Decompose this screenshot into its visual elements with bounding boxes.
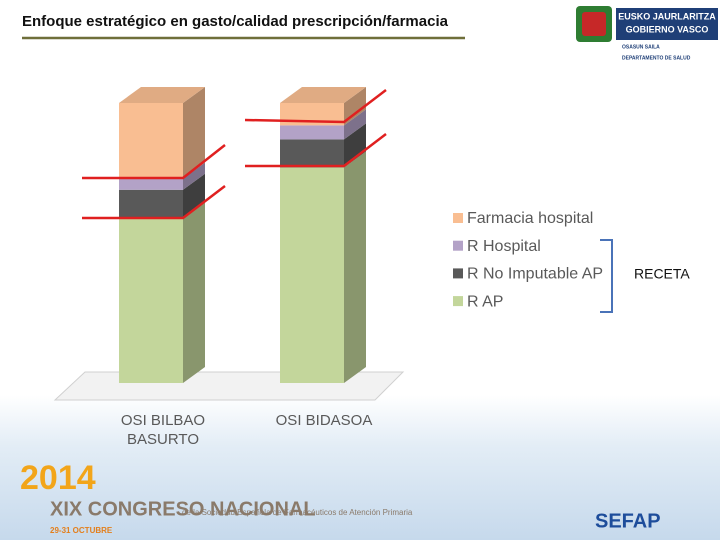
congress-year: 2014 bbox=[20, 459, 96, 497]
legend-swatch bbox=[453, 213, 463, 223]
congress-name: XIX CONGRESO NACIONAL bbox=[50, 498, 316, 520]
bar-side bbox=[183, 87, 205, 179]
legend-swatch bbox=[453, 268, 463, 279]
x-tick-label: OSI BIDASOA bbox=[275, 412, 373, 429]
logo-box bbox=[616, 8, 718, 40]
bar-side bbox=[183, 173, 205, 218]
legend: R AP R No Imputable AP R Hospital Farmacia … bbox=[453, 210, 603, 310]
bar-side bbox=[344, 87, 366, 126]
bar-side bbox=[183, 201, 205, 383]
legend-label: R AP bbox=[467, 293, 503, 310]
bar-side bbox=[344, 151, 366, 383]
annotation-line bbox=[82, 144, 226, 180]
x-tick-label: OSI BILBAO BASURTO bbox=[120, 412, 206, 448]
annotation-text: RECETA bbox=[634, 266, 690, 282]
annotation-line bbox=[82, 185, 226, 220]
dept-text: OSASUN SAILA bbox=[622, 44, 660, 50]
bar-segment bbox=[119, 189, 183, 218]
bar-segment bbox=[119, 217, 183, 383]
bar-segment bbox=[280, 125, 344, 140]
dept-text: DEPARTAMENTO DE SALUD bbox=[622, 55, 691, 61]
annotation-line bbox=[244, 89, 387, 124]
bar-segment bbox=[119, 103, 183, 179]
bar-top bbox=[119, 87, 205, 103]
congress-sub: de la Sociedad Española de Farmacéuticos… bbox=[182, 508, 413, 517]
bar-segment bbox=[280, 139, 344, 168]
bars bbox=[119, 87, 366, 383]
bar-top bbox=[280, 87, 366, 103]
bar-segment bbox=[280, 167, 344, 383]
slide-title: Enfoque estratégico en gasto/calidad pre… bbox=[22, 13, 449, 30]
legend-label: R Hospital bbox=[467, 238, 541, 255]
bracket bbox=[600, 239, 613, 313]
logo-text: GOBIERNO VASCO bbox=[626, 24, 709, 34]
congress-dates: 29-31 OCTUBRE bbox=[50, 526, 113, 535]
bar-side bbox=[344, 123, 366, 168]
bar-side bbox=[183, 162, 205, 190]
logo-text: EUSKO JAURLARITZA bbox=[618, 11, 716, 21]
legend-label: R No Imputable AP bbox=[467, 266, 603, 283]
bar-side bbox=[344, 109, 366, 140]
footer-background bbox=[0, 395, 720, 540]
legend-swatch bbox=[453, 240, 463, 251]
sefap-logo: SEFAP bbox=[595, 510, 661, 532]
annotation-lines bbox=[82, 89, 387, 220]
legend-label: Farmacia hospital bbox=[467, 210, 593, 227]
logo-emblem-inner bbox=[582, 12, 606, 36]
legend-swatch bbox=[453, 296, 463, 307]
bar-segment bbox=[119, 178, 183, 190]
annotation-line bbox=[245, 133, 387, 168]
